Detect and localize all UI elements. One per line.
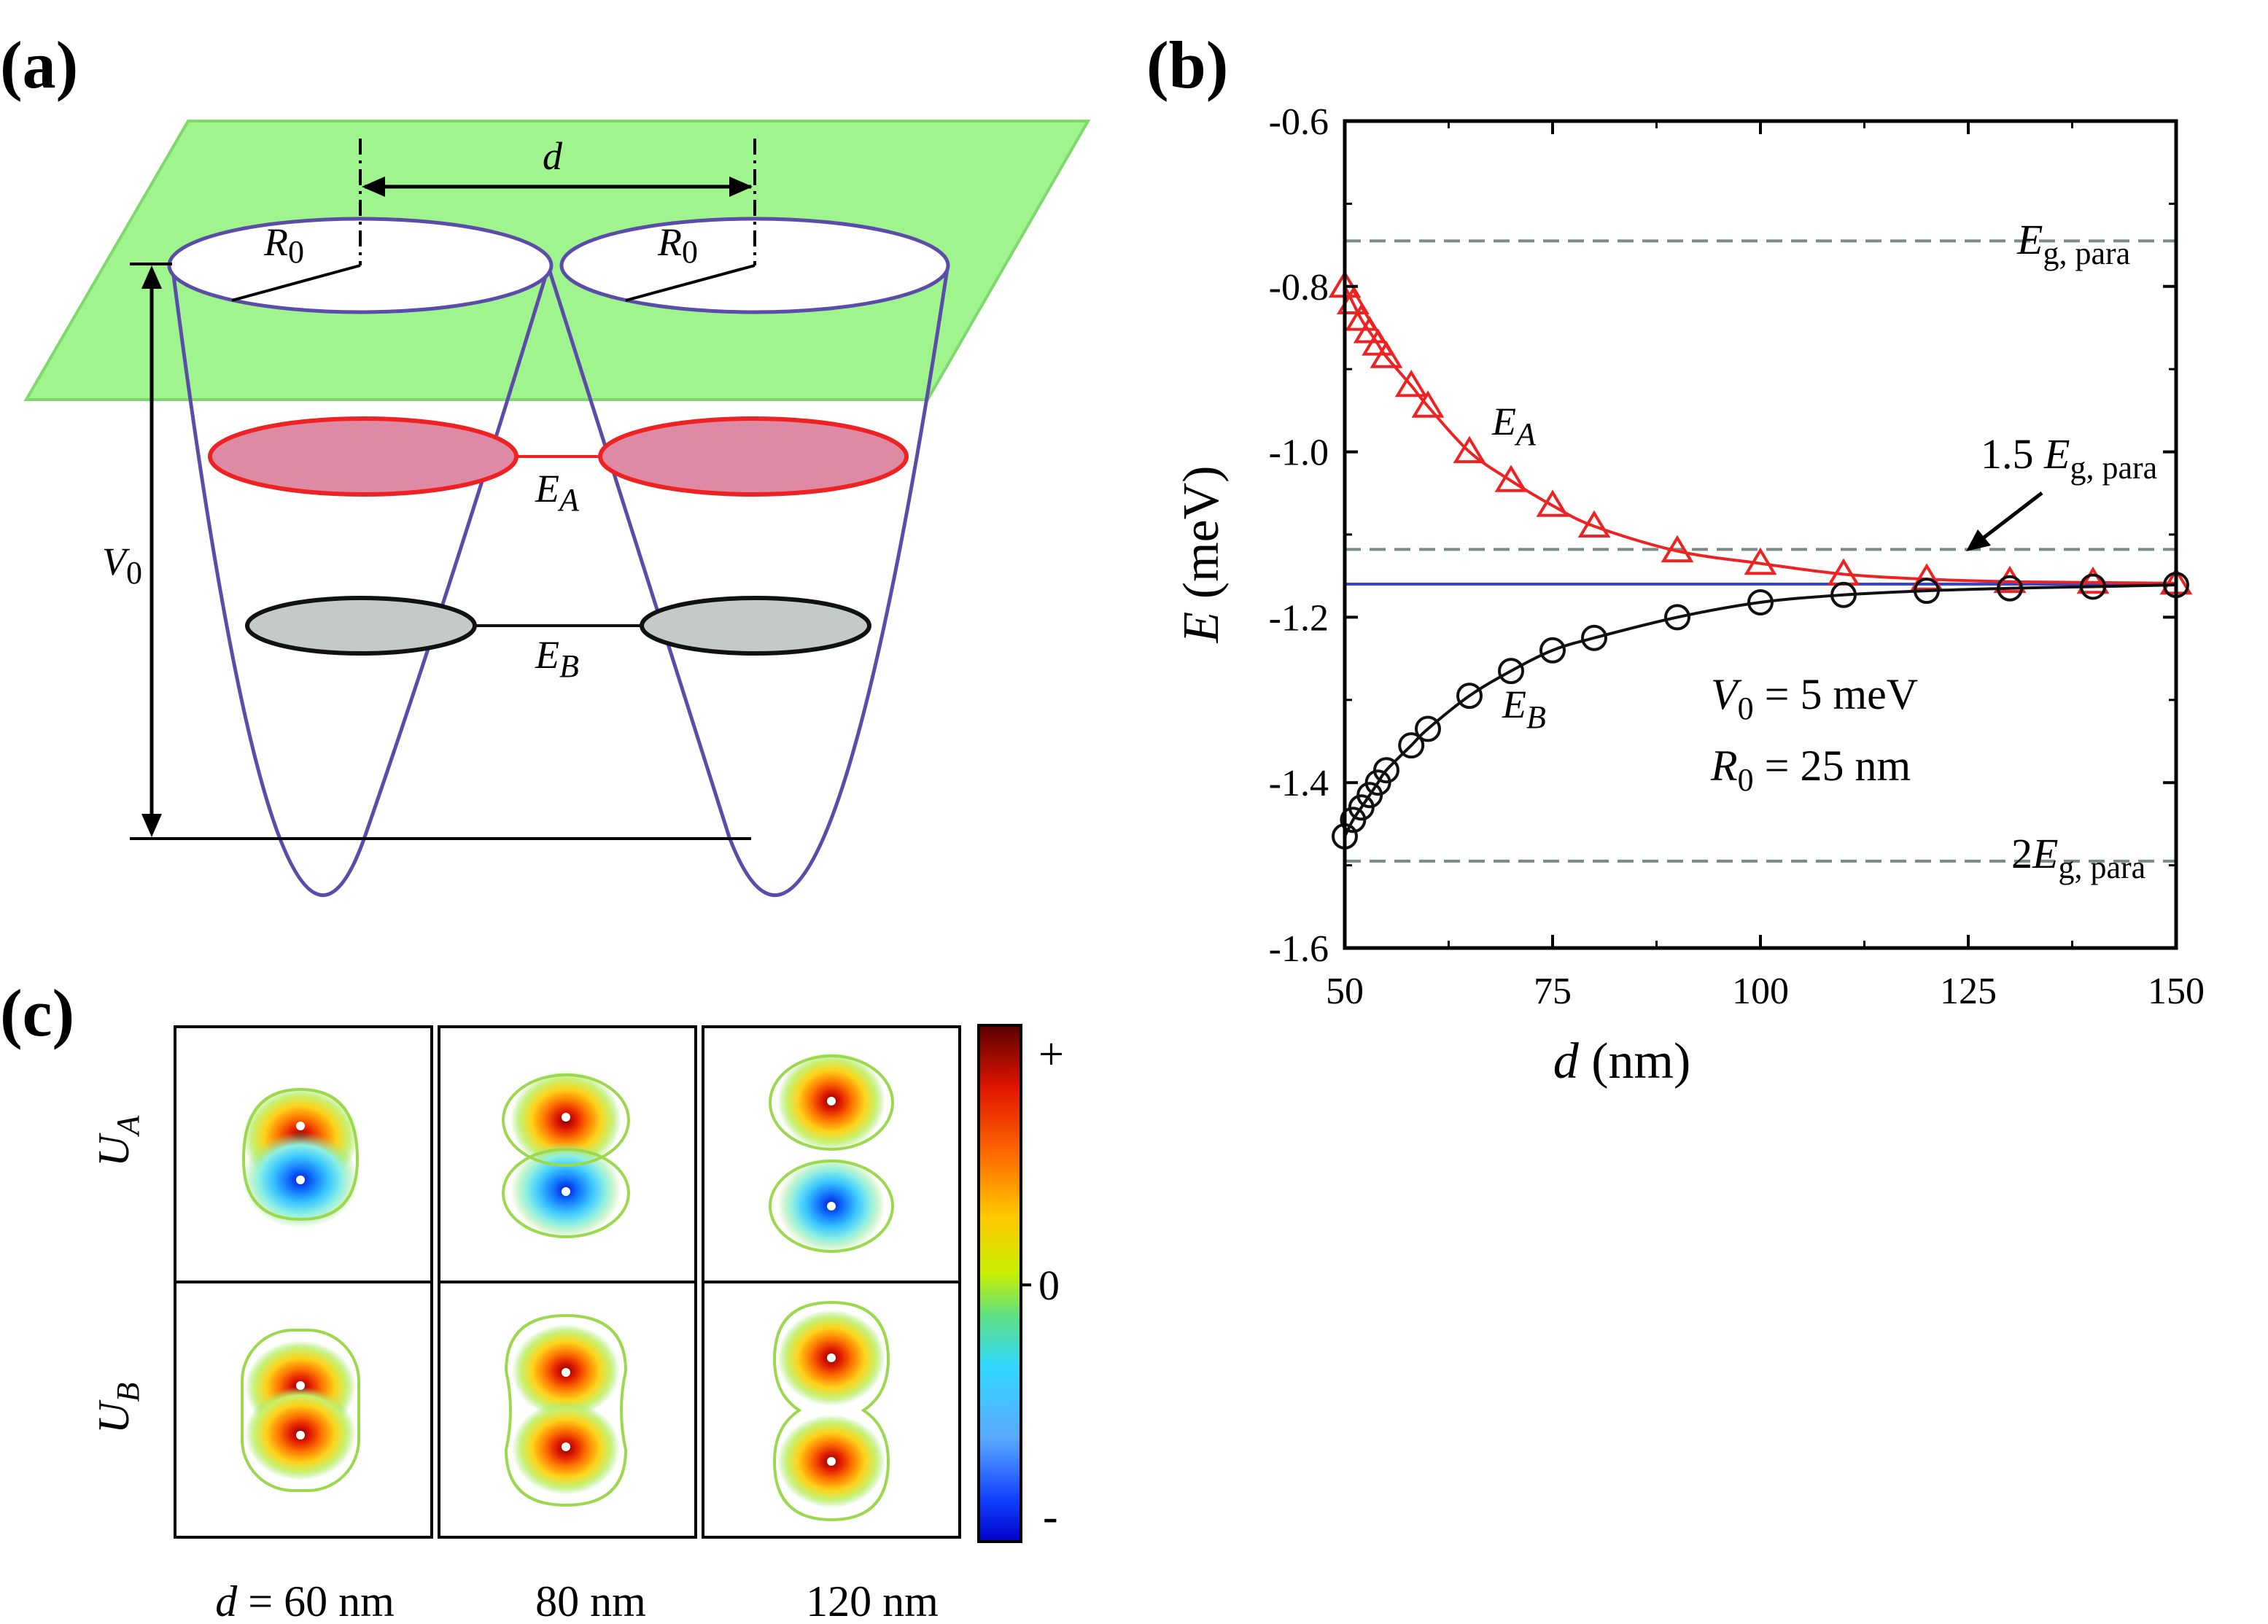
- row-ub-label: UB: [90, 1383, 146, 1434]
- ref-mid-label: 1.5 Eg, para: [1981, 430, 2157, 486]
- marker-E_A-8: [1453, 435, 1486, 464]
- col-80-label: 80 nm: [535, 1577, 646, 1624]
- marker-E_A-10: [1536, 489, 1569, 517]
- ub-80-map: [504, 1313, 628, 1507]
- right-r0-label: R0: [657, 220, 698, 270]
- y-tick-label-3: -1.2: [1269, 597, 1329, 639]
- marker-E_B-5: [1373, 757, 1399, 784]
- v0-arrow-bottom-head: [141, 814, 162, 837]
- ref-mid-arrow: [1978, 492, 2043, 543]
- colorbar-zero-label: 0: [1038, 1262, 1060, 1309]
- ref-mid-arrow-head: [1966, 529, 1991, 551]
- eb-series-label: EB: [1502, 683, 1546, 735]
- marker-E_A-5: [1370, 341, 1403, 368]
- colorbar: [977, 1024, 1022, 1543]
- marker-E_B-15: [1914, 578, 1940, 605]
- marker-E_B-7: [1415, 715, 1441, 742]
- panel-a-label: (a): [0, 28, 78, 102]
- panel-b-label: (b): [1146, 28, 1228, 102]
- left-r0-label: R0: [263, 220, 304, 270]
- y-tick-label-5: -1.6: [1269, 928, 1329, 970]
- colorbar-plus-label: +: [1038, 1030, 1064, 1079]
- param-r0: R0 = 25 nm: [1710, 742, 1911, 798]
- d-arrow-right-head: [729, 176, 753, 197]
- marker-E_B-16: [1997, 575, 2023, 602]
- ea-right-ellipse: [598, 416, 909, 497]
- ref-bot-label: 2Eg, para: [2011, 830, 2145, 885]
- ua-60-map: [242, 1087, 360, 1228]
- marker-E_A-4: [1362, 328, 1395, 356]
- panel-b: (b) 50 75 100 125 150 -0.6 -0.8 -1.0 -1.2 -1.4 -1.…: [1146, 28, 2205, 1089]
- col-60-label: d = 60 nm: [215, 1577, 395, 1624]
- eb-left-ellipse: [245, 596, 477, 656]
- marker-E_B-11: [1581, 624, 1607, 651]
- row-ua-label: UA: [90, 1115, 146, 1167]
- marker-E_A-17: [2076, 566, 2110, 594]
- param-v0: V0 = 5 meV: [1711, 670, 1918, 726]
- x-axis-label: d (nm): [1553, 1033, 1691, 1089]
- x-tick-label-0: 50: [1326, 971, 1364, 1012]
- marker-E_A-15: [1910, 563, 1943, 591]
- x-tick-label-1: 75: [1534, 971, 1572, 1012]
- marker-E_A-12: [1661, 535, 1694, 563]
- panel-c-label: (c): [0, 976, 74, 1050]
- ref-top-label: Eg, para: [2016, 216, 2130, 271]
- left-radius-line: [231, 264, 361, 302]
- marker-E_B-13: [1747, 588, 1774, 615]
- d-arrow-left-head: [362, 176, 385, 197]
- marker-E_B-17: [2080, 573, 2106, 600]
- v0-arrow-top-head: [141, 265, 162, 289]
- y-tick-label-2: -1.0: [1269, 432, 1329, 474]
- marker-E_B-10: [1539, 637, 1566, 664]
- marker-E_A-6: [1394, 369, 1428, 397]
- marker-E_B-8: [1456, 683, 1483, 710]
- col-120-label: 120 nm: [806, 1577, 939, 1624]
- colorbar-minus-label: -: [1043, 1492, 1058, 1542]
- panel-a: (a) d R0 R0 EA EB: [0, 28, 1091, 897]
- energy-chart: 50 75 100 125 150 -0.6 -0.8 -1.0 -1.2 -1.4 -1.6: [1269, 101, 2205, 1012]
- v0-label: V0: [102, 540, 142, 591]
- ua-80-map: [502, 1071, 630, 1238]
- y-axis-label: E (meV): [1173, 466, 1230, 644]
- y-tick-label-4: -1.4: [1269, 763, 1329, 804]
- y-tick-label-1: -0.8: [1269, 267, 1329, 308]
- marker-E_B-14: [1830, 581, 1857, 608]
- marker-E_A-3: [1353, 316, 1386, 343]
- ea-series-label: EA: [1491, 400, 1537, 452]
- marker-E_A-11: [1577, 510, 1611, 538]
- ea-left-ellipse: [208, 416, 519, 497]
- ub-120-map: [772, 1300, 890, 1522]
- eb-label-a: EB: [535, 633, 579, 684]
- marker-E_A-9: [1494, 465, 1528, 492]
- panel-c: (c): [0, 976, 1064, 1624]
- marker-E_A-7: [1411, 390, 1445, 418]
- marker-E_B-9: [1498, 658, 1524, 685]
- marker-E_A-13: [1744, 547, 1777, 575]
- eb-right-ellipse: [640, 596, 871, 656]
- y-tick-label-0: -0.6: [1269, 101, 1329, 143]
- ua-120-map: [769, 1052, 894, 1253]
- x-tick-label-2: 100: [1732, 971, 1789, 1012]
- x-tick-label-3: 125: [1940, 971, 1997, 1012]
- marker-E_B-12: [1664, 604, 1690, 631]
- right-radius-line: [625, 264, 756, 302]
- marker-E_B-6: [1398, 732, 1425, 759]
- series-line-E_B: [1343, 583, 2177, 837]
- marker-E_A-2: [1345, 303, 1378, 331]
- d-label: d: [543, 134, 563, 178]
- ea-label-a: EA: [535, 467, 580, 518]
- x-tick-label-4: 150: [2148, 971, 2205, 1012]
- ub-60-map: [241, 1329, 360, 1492]
